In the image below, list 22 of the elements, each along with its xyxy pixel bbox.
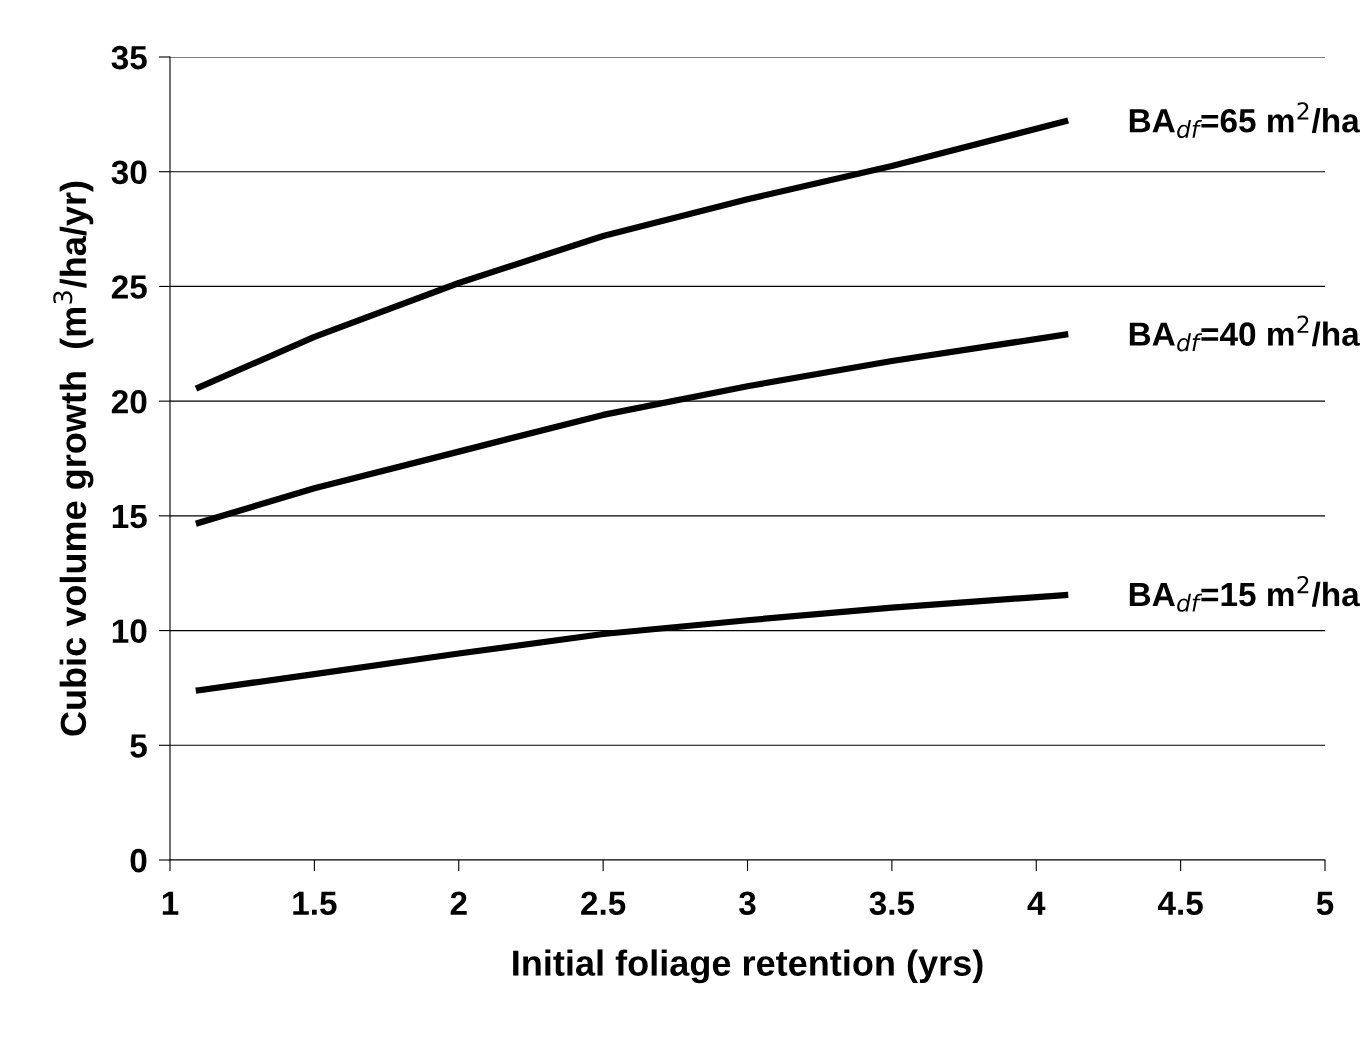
- y-tick-label: 10: [112, 619, 147, 643]
- y-tick-label: 30: [111, 160, 147, 185]
- x-tick-label: 1.5: [293, 891, 337, 916]
- y-tick-label: 20: [111, 389, 147, 414]
- y-axis-title: Cubic volume growth (m$^{3}$/ha/yr): [53, 181, 94, 736]
- x-tick-label: 2.5: [581, 891, 626, 916]
- x-tick-label: 5: [1316, 891, 1334, 916]
- x-tick-label: 2: [450, 891, 467, 915]
- y-tick-label: 25: [111, 275, 147, 299]
- y-tick-label: 5: [130, 734, 147, 758]
- y-tick-label: 0: [130, 848, 147, 873]
- x-axis-title: Initial foliage retention (yrs): [513, 949, 983, 984]
- x-tick-label: 1: [162, 891, 179, 915]
- y-tick-label: 15: [112, 505, 147, 529]
- annotation: BA$_{df}$=40 m$^{2}$/ha: [1129, 315, 1360, 352]
- x-tick-label: 4.5: [1157, 891, 1203, 916]
- annotation: BA$_{df}$=15 m$^{2}$/ha: [1129, 575, 1360, 612]
- x-tick-label: 3: [739, 891, 756, 916]
- y-tick-label: 35: [111, 45, 147, 70]
- x-tick-label: 3.5: [869, 891, 915, 916]
- x-tick-label: 4: [1027, 891, 1046, 915]
- annotation: BA$_{df}$=65 m$^{2}$/ha: [1129, 102, 1360, 139]
